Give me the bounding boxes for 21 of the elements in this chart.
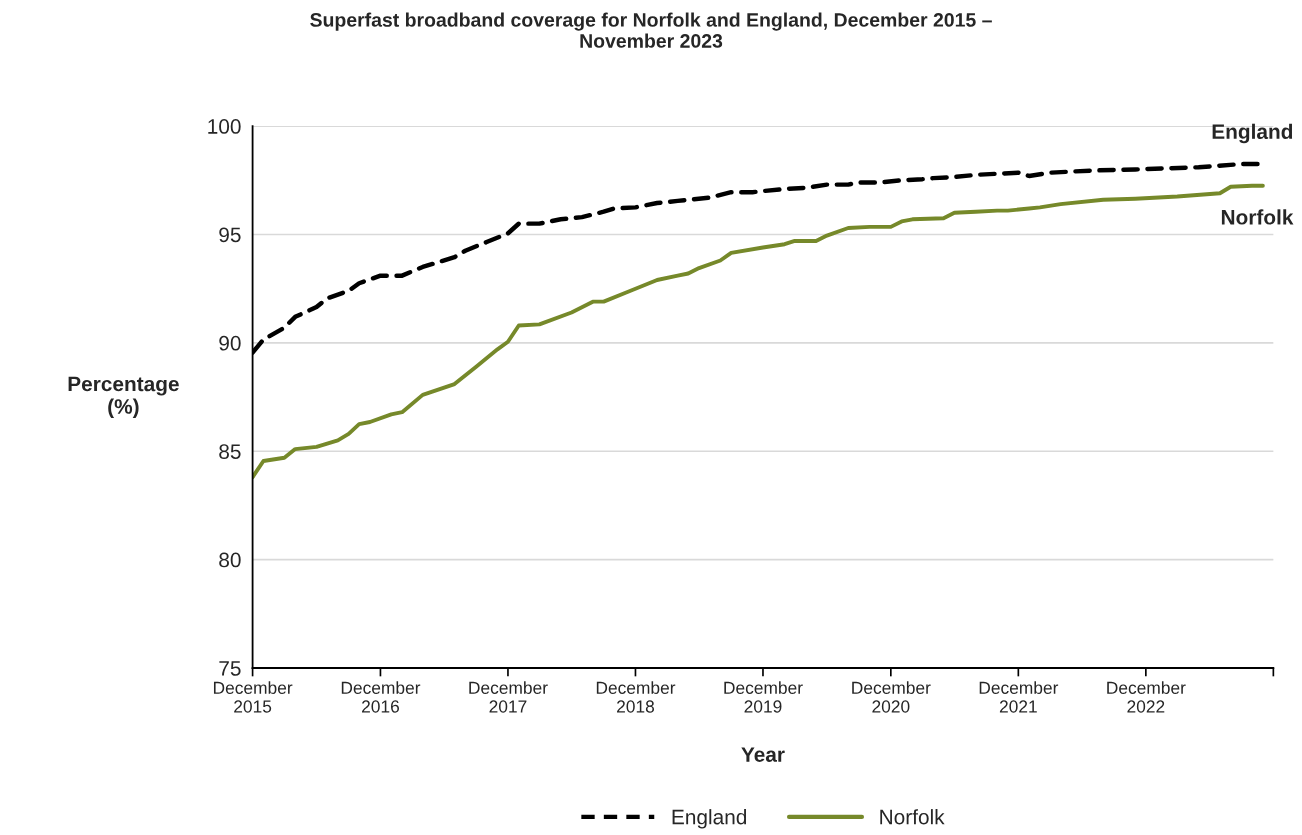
x-tick-label: December 2018 — [596, 681, 676, 713]
x-tick-label: December 2017 — [469, 681, 548, 713]
x-tick-label: December 2020 — [852, 681, 931, 713]
y-tick-label: 85 — [219, 444, 241, 459]
legend-label: England — [672, 809, 747, 829]
y-tick-label: 95 — [219, 227, 241, 243]
legend-label: Norfolk — [880, 809, 945, 825]
x-tick-label: December 2021 — [979, 681, 1059, 713]
x-tick-label: December 2016 — [341, 681, 421, 713]
text: England — [1212, 123, 1293, 144]
x-axis-title: Year — [741, 747, 785, 762]
chart-title: Superfast broadband coverage for Norfolk and England, December 2015 – November 2023 — [310, 12, 992, 48]
y-axis-title: Percentage (%) — [68, 376, 179, 418]
y-tick-label: 100 — [208, 119, 241, 134]
x-tick-label: December 2015 — [213, 681, 293, 713]
y-tick-label: 75 — [219, 661, 241, 676]
x-tick-label: December 2022 — [1107, 681, 1186, 713]
x-tick-label: December 2019 — [724, 681, 803, 713]
y-tick-label: 90 — [219, 335, 241, 351]
y-tick-label: 80 — [219, 552, 241, 568]
text: Norfolk — [1221, 209, 1294, 225]
